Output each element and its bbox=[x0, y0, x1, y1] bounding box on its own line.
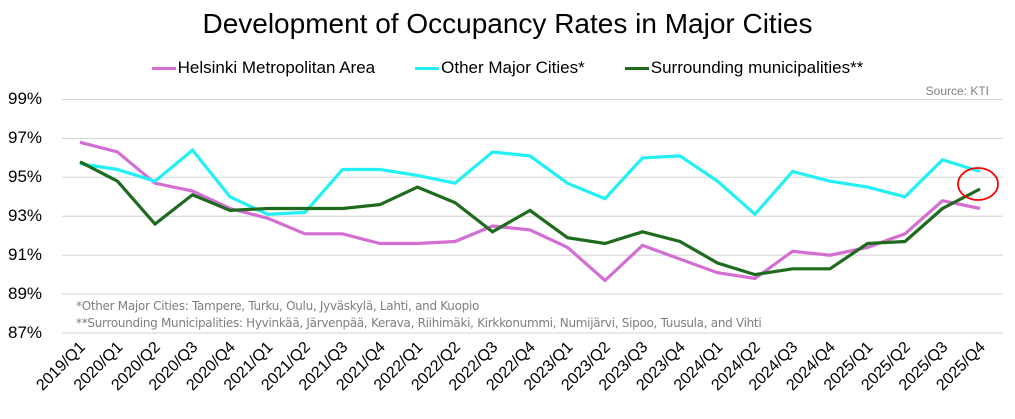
footnote-surrounding-municipalities: **Surrounding Municipalities: Hyvinkää, … bbox=[76, 316, 762, 330]
y-tick-label: 99% bbox=[8, 89, 43, 108]
y-tick-label: 87% bbox=[8, 323, 43, 342]
chart-title: Development of Occupancy Rates in Major … bbox=[202, 8, 813, 39]
x-axis: 2019/Q12020/Q12020/Q22020/Q32020/Q42021/… bbox=[33, 339, 988, 394]
legend-swatch-surrounding bbox=[624, 66, 649, 70]
legend-label-surrounding: Surrounding municipalities** bbox=[650, 58, 864, 77]
footnote-other-major-cities: *Other Major Cities: Tampere, Turku, Oul… bbox=[76, 299, 480, 313]
source-label: Source: KTI bbox=[925, 84, 989, 98]
legend-item-helsinki: Helsinki Metropolitan Area bbox=[151, 58, 376, 78]
footnotes: *Other Major Cities: Tampere, Turku, Oul… bbox=[76, 298, 762, 332]
y-tick-label: 89% bbox=[8, 284, 43, 303]
highlight-circle bbox=[957, 167, 999, 201]
legend-item-other-major-cities: Other Major Cities* bbox=[415, 58, 585, 78]
series-lines bbox=[79, 140, 981, 283]
legend-swatch-other-major-cities bbox=[415, 66, 440, 70]
series-line-1 bbox=[79, 147, 981, 217]
y-tick-label: 97% bbox=[8, 128, 43, 147]
legend-label-helsinki: Helsinki Metropolitan Area bbox=[177, 58, 376, 77]
series-line-0 bbox=[79, 140, 981, 283]
annotations bbox=[957, 167, 999, 201]
series-line-2 bbox=[79, 160, 981, 277]
legend-label-other-major-cities: Other Major Cities* bbox=[441, 58, 585, 77]
legend: Helsinki Metropolitan Area Other Major C… bbox=[0, 58, 1015, 78]
legend-item-surrounding: Surrounding municipalities** bbox=[624, 58, 864, 78]
y-tick-label: 95% bbox=[8, 167, 43, 186]
y-tick-label: 93% bbox=[8, 206, 43, 225]
legend-swatch-helsinki bbox=[151, 66, 176, 70]
y-tick-label: 91% bbox=[8, 245, 43, 264]
gridlines bbox=[62, 98, 1003, 334]
